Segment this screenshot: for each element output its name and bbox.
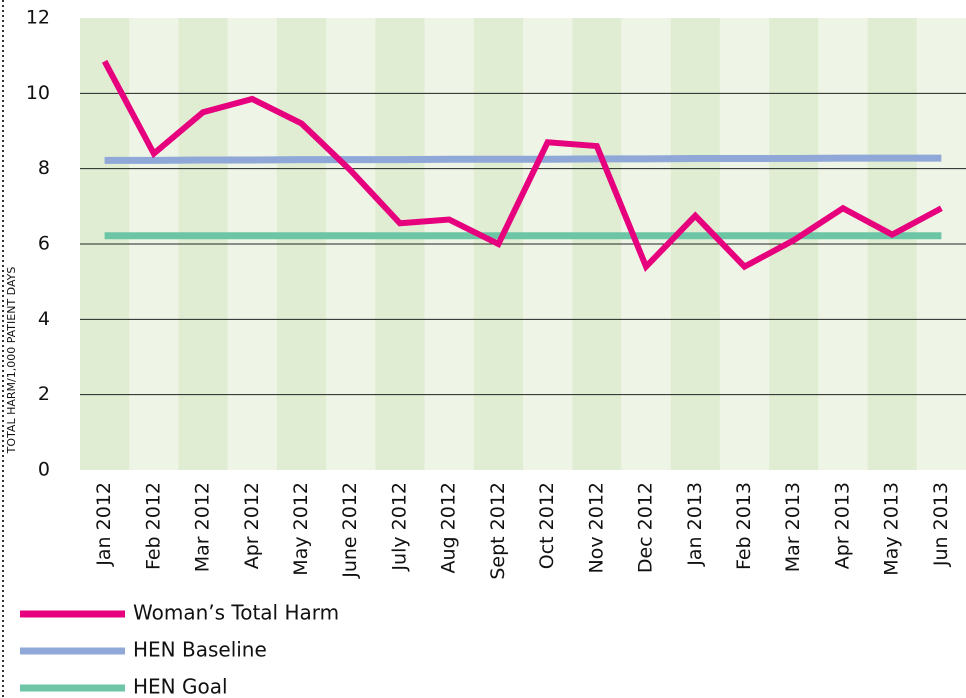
x-tick-label: Mar 2012 — [192, 482, 214, 572]
x-tick-label: Jan 2012 — [93, 482, 115, 567]
x-tick-label: Dec 2012 — [635, 482, 657, 573]
y-tick-label: 2 — [38, 383, 50, 405]
x-tick-label: Sept 2012 — [487, 482, 509, 580]
series-line — [101, 59, 943, 272]
x-tick-label: Apr 2012 — [241, 482, 263, 569]
x-tick-label: Mar 2013 — [782, 482, 804, 572]
legend-label: HEN Baseline — [133, 638, 267, 662]
legend-label: Woman’s Total Harm — [133, 601, 339, 625]
x-tick-label: June 2012 — [339, 482, 361, 579]
y-tick-label: 4 — [38, 308, 50, 330]
series-line — [104, 154, 942, 164]
x-tick-label: Feb 2012 — [142, 482, 164, 570]
x-tick-label: Jun 2013 — [930, 482, 952, 567]
x-tick-label: Nov 2012 — [585, 482, 607, 573]
x-tick-label: Apr 2013 — [831, 482, 853, 569]
x-tick-label: July 2012 — [388, 482, 410, 572]
x-tick-label: May 2012 — [290, 482, 312, 576]
x-tick-label: Jan 2013 — [684, 482, 706, 567]
x-tick-label: Oct 2012 — [536, 482, 558, 569]
y-axis-label: TOTAL HARM/1,000 PATIENT DAYS — [5, 267, 18, 455]
x-tick-label: Aug 2012 — [438, 482, 460, 574]
y-tick-label: 0 — [38, 459, 50, 481]
legend-label: HEN Goal — [133, 675, 228, 698]
y-tick-label: 10 — [26, 82, 50, 104]
y-tick-label: 8 — [38, 157, 50, 179]
x-tick-label: Feb 2013 — [733, 482, 755, 570]
x-tick-label: May 2013 — [881, 482, 903, 576]
y-tick-label: 6 — [38, 233, 50, 255]
y-tick-label: 12 — [26, 7, 50, 29]
